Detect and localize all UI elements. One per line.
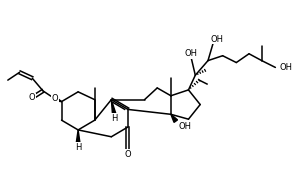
Text: H: H	[75, 143, 81, 152]
Text: O: O	[51, 94, 58, 103]
Polygon shape	[111, 100, 116, 115]
Text: O: O	[29, 93, 35, 102]
Text: H: H	[111, 114, 117, 123]
Text: OH: OH	[279, 63, 292, 72]
Text: OH: OH	[185, 49, 198, 58]
Text: OH: OH	[210, 35, 223, 44]
Polygon shape	[171, 114, 178, 122]
Text: OH: OH	[179, 122, 192, 130]
Text: O: O	[125, 150, 131, 159]
Polygon shape	[54, 97, 62, 102]
Polygon shape	[76, 130, 80, 144]
